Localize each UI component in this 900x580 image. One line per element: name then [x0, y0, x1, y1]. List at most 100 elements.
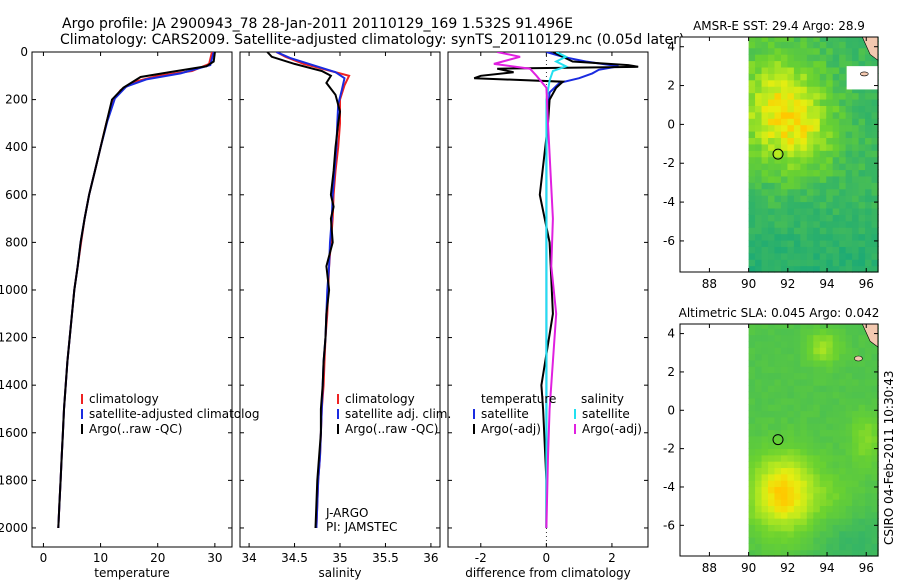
sst_map-cell: [871, 188, 879, 196]
difference-series-line: [493, 52, 558, 529]
sst_map-cell: [819, 92, 827, 100]
sla_map-cell: [852, 467, 860, 475]
sla_map-cell: [819, 511, 827, 519]
sla_map-cell: [755, 511, 763, 519]
sst_map-frame: [679, 36, 879, 273]
sla_map-cell: [858, 461, 866, 469]
sst_map-cell: [819, 259, 827, 267]
sla_map-cell: [755, 537, 763, 544]
sst_map-cell: [813, 163, 821, 171]
sst_map-cell: [845, 41, 853, 49]
sla_map-cell: [768, 549, 776, 557]
sla_map-cell: [748, 353, 756, 361]
sla_map-cell: [826, 416, 834, 424]
sst_map-cell: [800, 86, 808, 94]
sst_map-cell: [780, 169, 789, 177]
sst_map-cell: [819, 188, 827, 196]
sst_map-cell: [806, 60, 814, 68]
sst_map-cell: [768, 86, 776, 94]
sst_map-cell: [780, 188, 789, 196]
sst_map-y-tick-label: -4: [663, 195, 675, 209]
sst_map-cell: [845, 201, 853, 209]
sla_map-cell: [761, 480, 769, 487]
sst_map-cell: [839, 66, 847, 74]
sla_map-cell: [858, 549, 866, 557]
sla_map-cell: [806, 524, 814, 532]
sst_map-cell: [871, 220, 879, 228]
sst_map-cell: [813, 66, 821, 74]
sst_map-cell: [761, 98, 769, 106]
sst_map-cell: [819, 86, 827, 94]
sla_map-cell: [768, 448, 776, 456]
sla_map-cell: [826, 448, 834, 456]
sst_map-cell: [755, 143, 763, 151]
sla_map-cell: [845, 480, 853, 487]
sst_map-cell: [845, 220, 853, 228]
sla_map-cell: [755, 324, 763, 329]
sla_map-cell: [780, 347, 789, 355]
salinity-x-tick-label: 34: [241, 551, 256, 565]
sla_map-cell: [800, 328, 808, 336]
sst_map-cell: [839, 54, 847, 62]
sst_map-cell: [774, 47, 782, 55]
sla_map-cell: [755, 423, 763, 431]
sla_map-cell: [839, 385, 847, 393]
sla_map-cell: [787, 505, 795, 513]
sst_map-cell: [800, 195, 808, 203]
sst_map-cell: [852, 201, 860, 209]
sla_map-cell: [755, 334, 763, 342]
sst_map-cell: [793, 105, 801, 113]
sla_map-cell: [761, 537, 769, 544]
sst_map-cell: [819, 182, 827, 190]
sst_map-cell: [826, 66, 834, 74]
sla_map-cell: [768, 378, 776, 386]
sst_map-cell: [787, 246, 795, 254]
sst_map-cell: [813, 118, 821, 126]
sst_map-cell: [832, 131, 840, 139]
depth-tick-label: 600: [5, 188, 28, 202]
sla_map-cell: [761, 435, 769, 443]
difference-salinity-legend-label: Argo(-adj): [582, 422, 642, 436]
sla_map-cell: [813, 391, 821, 399]
sst_map-cell: [755, 233, 763, 241]
sla_map-x-tick-label: 94: [819, 561, 834, 575]
sst_map-cell: [787, 150, 795, 158]
sla_map-cell: [852, 518, 860, 525]
sst_map-cell: [819, 60, 827, 68]
sla_map-cell: [865, 340, 873, 348]
sst_map-cell: [871, 265, 879, 273]
sla_map-cell: [858, 366, 866, 374]
sla_map-cell: [858, 499, 866, 506]
sst_map-cell: [826, 73, 834, 81]
sla_map-cell: [871, 549, 879, 557]
sst_map-cell: [858, 41, 866, 49]
sst_map-cell: [748, 98, 756, 106]
sla_map-cell: [793, 480, 801, 487]
sst_map-cell: [774, 54, 782, 62]
sst_map-cell: [839, 118, 847, 126]
sla_map-cell: [806, 480, 814, 487]
sla_map-cell: [768, 324, 776, 329]
sst_map-cell: [858, 246, 866, 254]
sst_map-cell: [858, 201, 866, 209]
sst_map-cell: [865, 105, 873, 113]
sst_map-cell: [845, 188, 853, 196]
sla_map-cell: [761, 372, 769, 380]
sla_map-cell: [839, 467, 847, 475]
sla_map-title: Altimetric SLA: 0.045 Argo: 0.042: [679, 306, 880, 320]
sla_map-cell: [761, 492, 769, 500]
sla_map-cell: [793, 366, 801, 374]
sst_map-cell: [858, 37, 866, 42]
sla_map-cell: [800, 372, 808, 380]
sla_map-cell: [787, 524, 795, 532]
sst_map-cell: [800, 214, 808, 222]
sla_map-cell: [806, 435, 814, 443]
sla_map-cell: [819, 524, 827, 532]
sst_map-cell: [858, 156, 866, 164]
sla_map-cell: [806, 353, 814, 361]
sst_map-cell: [852, 163, 860, 171]
sst_map-cell: [813, 175, 821, 183]
sst_map-cell: [761, 92, 769, 100]
sla_map-cell: [832, 385, 840, 393]
sst_map-cell: [832, 207, 840, 215]
